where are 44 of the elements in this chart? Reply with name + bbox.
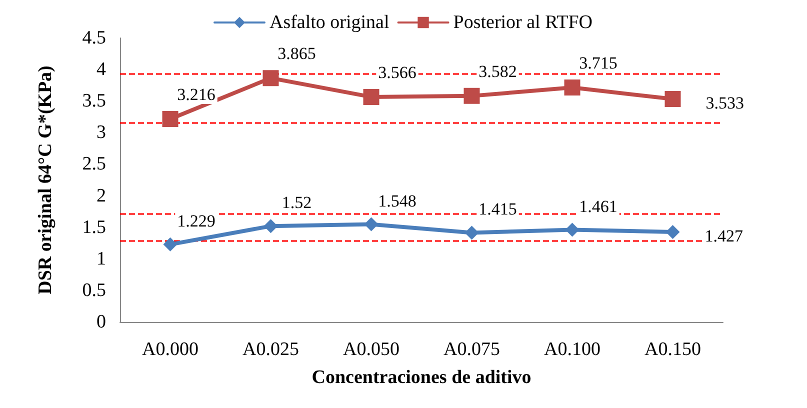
x-tick-label: A0.050: [343, 339, 400, 360]
data-label: 3.865: [278, 44, 316, 64]
data-label: 1.52: [282, 193, 312, 212]
point: [666, 224, 680, 239]
legend-label: Asfalto original: [269, 12, 390, 33]
data-label: 3.533: [706, 94, 744, 113]
point: [664, 91, 681, 108]
x-tick-label: A0.100: [544, 339, 600, 360]
y-tick-label: 0.5: [82, 280, 106, 301]
data-label: 3.715: [579, 54, 618, 73]
point: [262, 70, 279, 86]
point: [565, 222, 580, 237]
y-tick-label: 4: [96, 59, 106, 80]
point: [363, 88, 380, 105]
data-label: 3.566: [378, 62, 416, 82]
y-tick-label: 0: [96, 312, 106, 332]
y-tick-label: 1: [96, 248, 106, 270]
x-tick-label: A0.000: [142, 339, 198, 360]
data-label: 1.415: [478, 200, 517, 219]
y-tick-label: 4.5: [82, 28, 106, 48]
x-axis-title: Concentraciones de aditivo: [312, 367, 532, 388]
point: [264, 219, 278, 234]
point: [564, 80, 580, 96]
y-tick-label: 3.5: [82, 90, 106, 112]
data-label: 1.548: [378, 191, 416, 210]
legend-label: Posterior al RTFO: [453, 12, 593, 33]
data-label: 1.427: [704, 226, 744, 246]
y-tick-label: 1.5: [82, 216, 106, 238]
y-tick-label: 3: [96, 122, 106, 144]
point: [364, 217, 378, 232]
point: [162, 111, 178, 128]
x-tick-label: A0.150: [644, 339, 701, 360]
x-tick-label: A0.025: [242, 339, 299, 360]
data-label: 1.229: [177, 211, 216, 230]
point: [464, 226, 479, 240]
data-label: 1.461: [579, 196, 618, 216]
point: [464, 88, 480, 104]
y-tick-label: 2.5: [82, 154, 106, 175]
y-axis-title: DSR original 64°C G*(KPa): [35, 66, 56, 294]
data-label: 3.582: [478, 62, 517, 81]
point: [163, 237, 178, 252]
y-tick-label: 2: [96, 185, 106, 206]
data-label: 3.216: [177, 85, 216, 104]
x-tick-label: A0.075: [444, 339, 500, 360]
